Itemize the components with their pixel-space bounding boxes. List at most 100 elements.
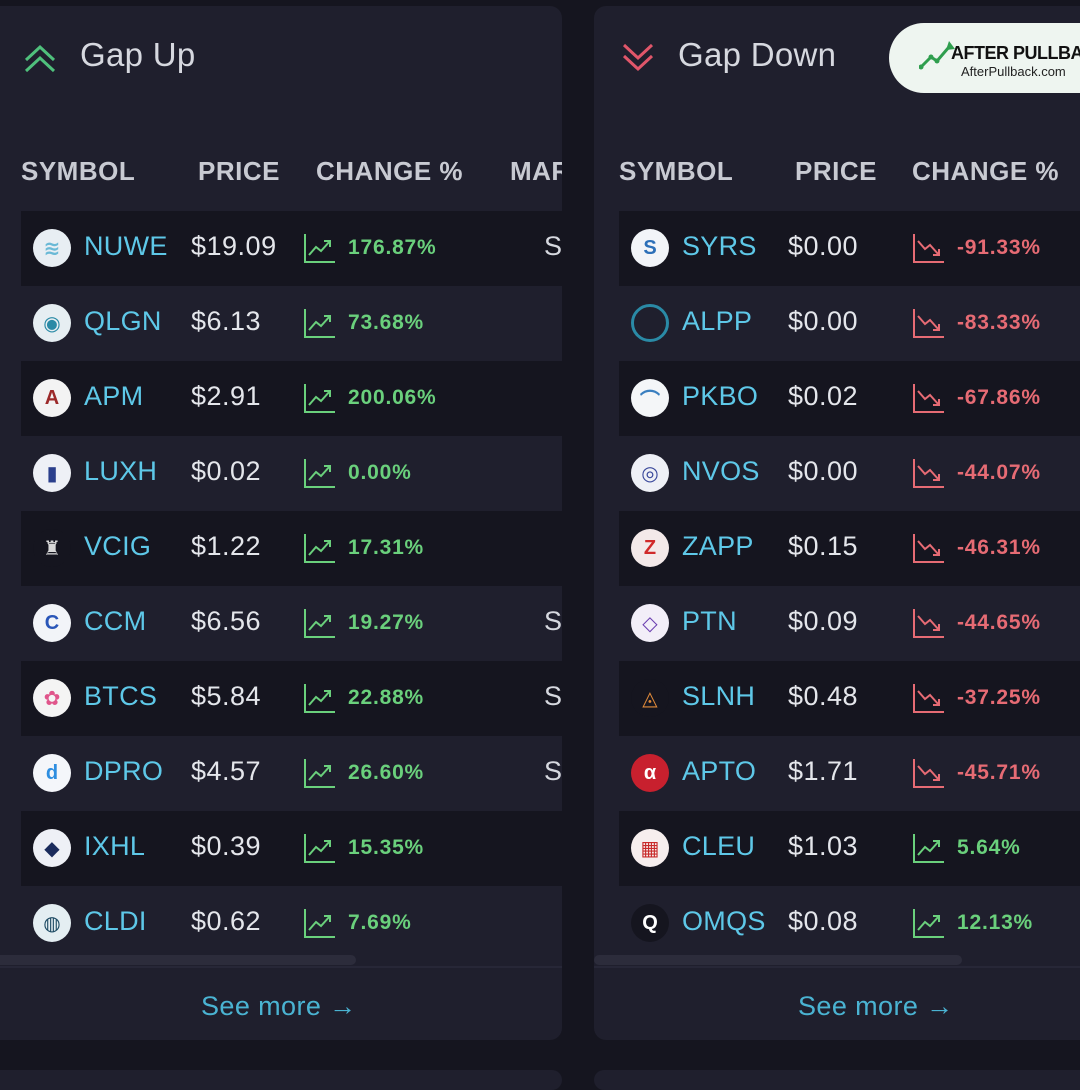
gap-down-title: Gap Down: [678, 36, 837, 73]
company-logo-icon: d: [33, 754, 71, 792]
price-value: $0.09: [788, 606, 859, 636]
watermark-url: AfterPullback.com: [961, 64, 1066, 79]
ticker-symbol[interactable]: APTO: [682, 756, 757, 786]
table-row[interactable]: ALPP $0.00 -83.33%: [619, 286, 1080, 361]
company-logo-icon: [631, 304, 669, 342]
price-value: $0.48: [788, 681, 859, 711]
price-value: $19.09: [191, 231, 277, 261]
trend-down-icon: [913, 684, 944, 713]
table-row[interactable]: ◆ IXHL $0.39 15.35%: [21, 811, 562, 886]
ticker-symbol[interactable]: NVOS: [682, 456, 760, 486]
change-percent: -45.71%: [957, 761, 1041, 784]
table-row[interactable]: ◍ CLDI $0.62 7.69%: [21, 886, 562, 961]
table-row[interactable]: Q OMQS $0.08 12.13%: [619, 886, 1080, 961]
table-row[interactable]: ◬ SLNH $0.48 -37.25%: [619, 661, 1080, 736]
header-change[interactable]: CHANGE %: [316, 156, 464, 186]
table-row[interactable]: ▮ LUXH $0.02 0.00%: [21, 436, 562, 511]
company-logo-icon: C: [33, 604, 71, 642]
ticker-symbol[interactable]: CLEU: [682, 831, 756, 861]
change-percent: 0.00%: [348, 461, 412, 484]
table-row[interactable]: Z ZAPP $0.15 -46.31%: [619, 511, 1080, 586]
table-row[interactable]: ≋ NUWE $19.09 176.87% S: [21, 211, 562, 286]
company-logo-icon: Q: [631, 904, 669, 942]
table-row[interactable]: ◇ PTN $0.09 -44.65%: [619, 586, 1080, 661]
ticker-symbol[interactable]: ZAPP: [682, 531, 754, 561]
company-logo-icon: A: [33, 379, 71, 417]
price-value: $0.02: [191, 456, 262, 486]
ticker-symbol[interactable]: CLDI: [84, 906, 147, 936]
price-value: $1.71: [788, 756, 859, 786]
gap-down-divider: [594, 966, 1080, 968]
header-symbol[interactable]: SYMBOL: [619, 156, 734, 186]
change-percent: 12.13%: [957, 911, 1034, 934]
gap-down-scroll-thumb[interactable]: [594, 955, 962, 965]
double-chevron-up-icon: [24, 44, 56, 73]
price-value: $0.39: [191, 831, 262, 861]
gap-up-see-more-link[interactable]: See more →: [201, 991, 357, 1021]
ticker-symbol[interactable]: PKBO: [682, 381, 759, 411]
price-value: $5.84: [191, 681, 262, 711]
company-logo-icon: ◍: [33, 904, 71, 942]
after-pullback-watermark: AFTER PULLBACK AfterPullback.com: [889, 23, 1080, 93]
trend-up-icon: [304, 534, 335, 563]
table-row[interactable]: ◉ QLGN $6.13 73.68%: [21, 286, 562, 361]
ticker-symbol[interactable]: LUXH: [84, 456, 158, 486]
ticker-symbol[interactable]: QLGN: [84, 306, 162, 336]
ticker-symbol[interactable]: SLNH: [682, 681, 756, 711]
company-logo-icon: ◉: [33, 304, 71, 342]
table-row[interactable]: ♜ VCIG $1.22 17.31%: [21, 511, 562, 586]
header-change[interactable]: CHANGE %: [912, 156, 1060, 186]
ticker-symbol[interactable]: APM: [84, 381, 144, 411]
table-row[interactable]: d DPRO $4.57 26.60% S: [21, 736, 562, 811]
change-percent: 176.87%: [348, 236, 437, 259]
gap-down-see-more-link[interactable]: See more →: [798, 991, 954, 1021]
gap-down-table: S SYRS $0.00 -91.33% ALPP $0.00 -83.33% ⌒ PKBO $0…: [619, 211, 1080, 961]
trend-down-icon: [913, 459, 944, 488]
ticker-symbol[interactable]: OMQS: [682, 906, 766, 936]
price-value: $0.02: [788, 381, 859, 411]
company-logo-icon: ◎: [631, 454, 669, 492]
gap-down-scrollbar[interactable]: [594, 955, 1080, 967]
ticker-symbol[interactable]: VCIG: [84, 531, 152, 561]
change-percent: 17.31%: [348, 536, 425, 559]
header-price[interactable]: PRICE: [795, 156, 877, 186]
gap-down-panel: Gap Down SYMBOL PRICE CHANGE % S SYRS $0.0…: [594, 6, 1080, 1040]
change-percent: -44.65%: [957, 611, 1041, 634]
after-pullback-logo-icon: [919, 41, 955, 70]
next-panel-edge-left: [0, 1070, 562, 1090]
ticker-symbol[interactable]: BTCS: [84, 681, 158, 711]
price-value: $0.08: [788, 906, 859, 936]
gap-up-scrollbar[interactable]: [0, 955, 562, 967]
ticker-symbol[interactable]: ALPP: [682, 306, 753, 336]
header-price[interactable]: PRICE: [198, 156, 280, 186]
change-percent: -37.25%: [957, 686, 1041, 709]
company-logo-icon: ◬: [631, 679, 669, 717]
ticker-symbol[interactable]: IXHL: [84, 831, 146, 861]
table-row[interactable]: ◎ NVOS $0.00 -44.07%: [619, 436, 1080, 511]
gap-up-panel: Gap Up SYMBOL PRICE CHANGE % MAR ≋ NUWE $1…: [0, 6, 562, 1040]
ticker-symbol[interactable]: CCM: [84, 606, 147, 636]
gap-up-header-row: SYMBOL PRICE CHANGE % MAR: [0, 156, 562, 192]
table-row[interactable]: ▦ CLEU $1.03 5.64%: [619, 811, 1080, 886]
table-row[interactable]: S SYRS $0.00 -91.33%: [619, 211, 1080, 286]
trend-up-icon: [913, 834, 944, 863]
change-percent: -46.31%: [957, 536, 1041, 559]
price-value: $0.00: [788, 306, 859, 336]
ticker-symbol[interactable]: SYRS: [682, 231, 757, 261]
trend-down-icon: [913, 534, 944, 563]
header-market-cap-cut[interactable]: MAR: [510, 156, 562, 186]
double-chevron-down-icon: [622, 43, 654, 72]
price-value: $4.57: [191, 756, 262, 786]
change-percent: -67.86%: [957, 386, 1041, 409]
ticker-symbol[interactable]: DPRO: [84, 756, 164, 786]
ticker-symbol[interactable]: PTN: [682, 606, 737, 636]
table-row[interactable]: α APTO $1.71 -45.71%: [619, 736, 1080, 811]
header-symbol[interactable]: SYMBOL: [21, 156, 136, 186]
change-percent: 26.60%: [348, 761, 425, 784]
gap-up-scroll-thumb[interactable]: [0, 955, 356, 965]
ticker-symbol[interactable]: NUWE: [84, 231, 168, 261]
table-row[interactable]: ✿ BTCS $5.84 22.88% S: [21, 661, 562, 736]
table-row[interactable]: A APM $2.91 200.06%: [21, 361, 562, 436]
table-row[interactable]: ⌒ PKBO $0.02 -67.86%: [619, 361, 1080, 436]
table-row[interactable]: C CCM $6.56 19.27% S: [21, 586, 562, 661]
